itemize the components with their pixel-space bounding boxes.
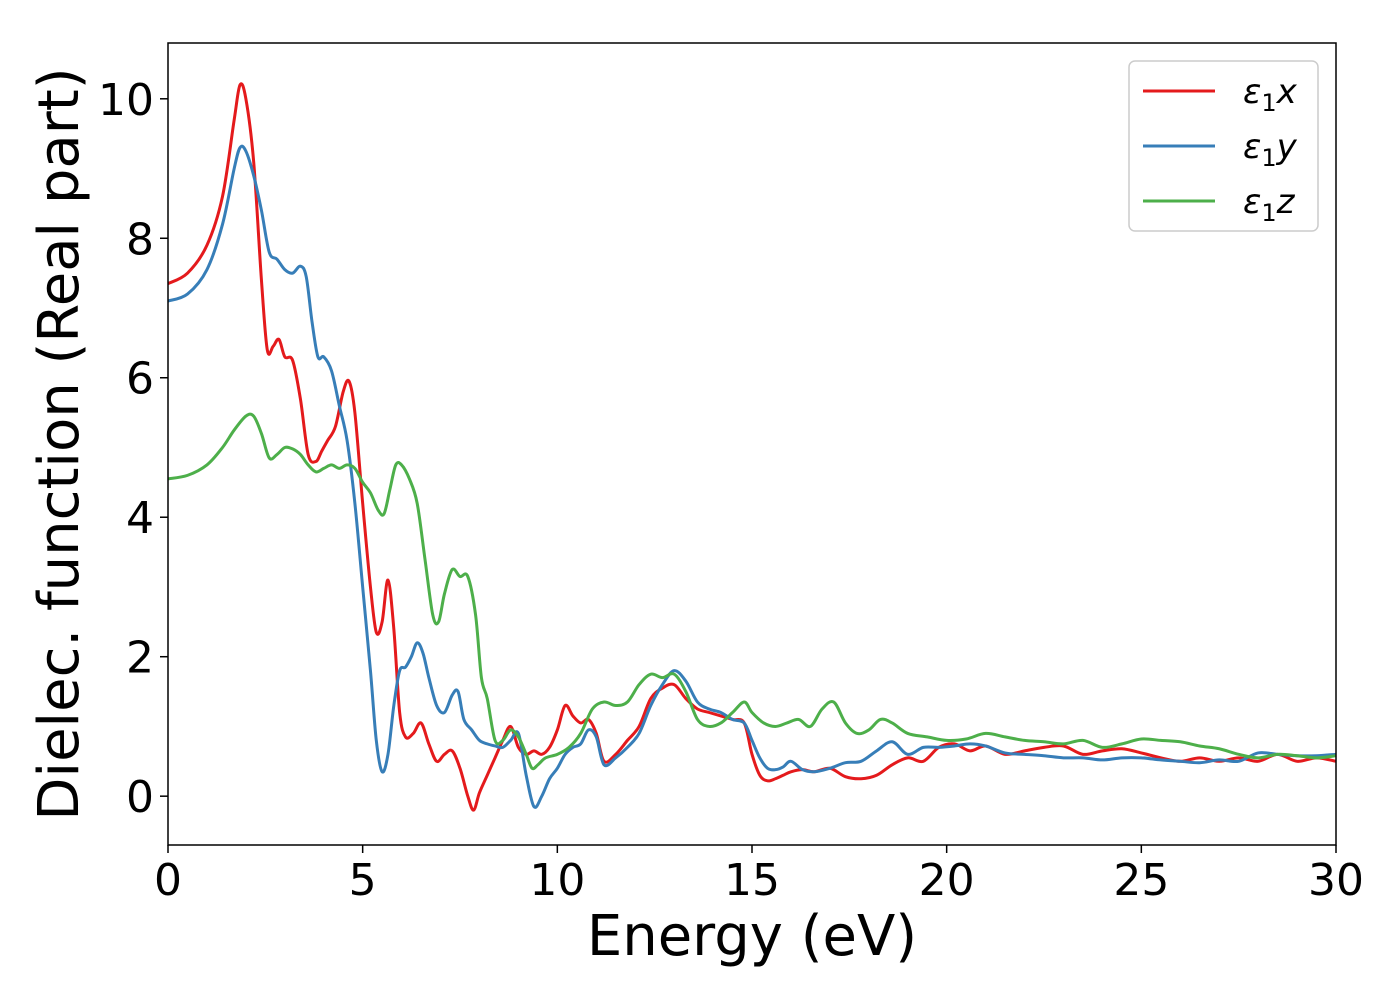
x-axis-label: Energy (eV)	[587, 904, 917, 969]
y-axis-label: Dielec. function (Real part)	[27, 67, 92, 820]
legend-label-y: ε1y	[1243, 127, 1298, 172]
legend-label-z: ε1z	[1243, 182, 1296, 227]
x-tick-label: 25	[1113, 855, 1169, 906]
series-layer	[168, 82, 1336, 812]
y-tick-label: 6	[126, 354, 154, 405]
legend-label-x: ε1x	[1243, 72, 1298, 117]
x-tick-label: 20	[919, 855, 975, 906]
x-tick-label: 5	[349, 855, 377, 906]
y-tick-label: 2	[126, 633, 154, 684]
y-tick-label: 4	[126, 493, 154, 544]
y-tick-label: 8	[126, 214, 154, 265]
series-line-y	[168, 144, 1336, 809]
x-tick-label: 10	[529, 855, 585, 906]
legend: ε1x ε1y ε1z	[1128, 60, 1319, 232]
x-tick-label: 30	[1308, 855, 1364, 906]
y-tick-label: 0	[126, 772, 154, 823]
legend-box	[1128, 60, 1319, 232]
y-tick-label: 10	[98, 75, 154, 126]
x-tick-label: 15	[724, 855, 780, 906]
series-line-z	[168, 412, 1336, 771]
ticks-layer: 0 5 10 15 20 25 30 0 2 4 6 8 10	[98, 75, 1364, 906]
x-tick-label: 0	[154, 855, 182, 906]
